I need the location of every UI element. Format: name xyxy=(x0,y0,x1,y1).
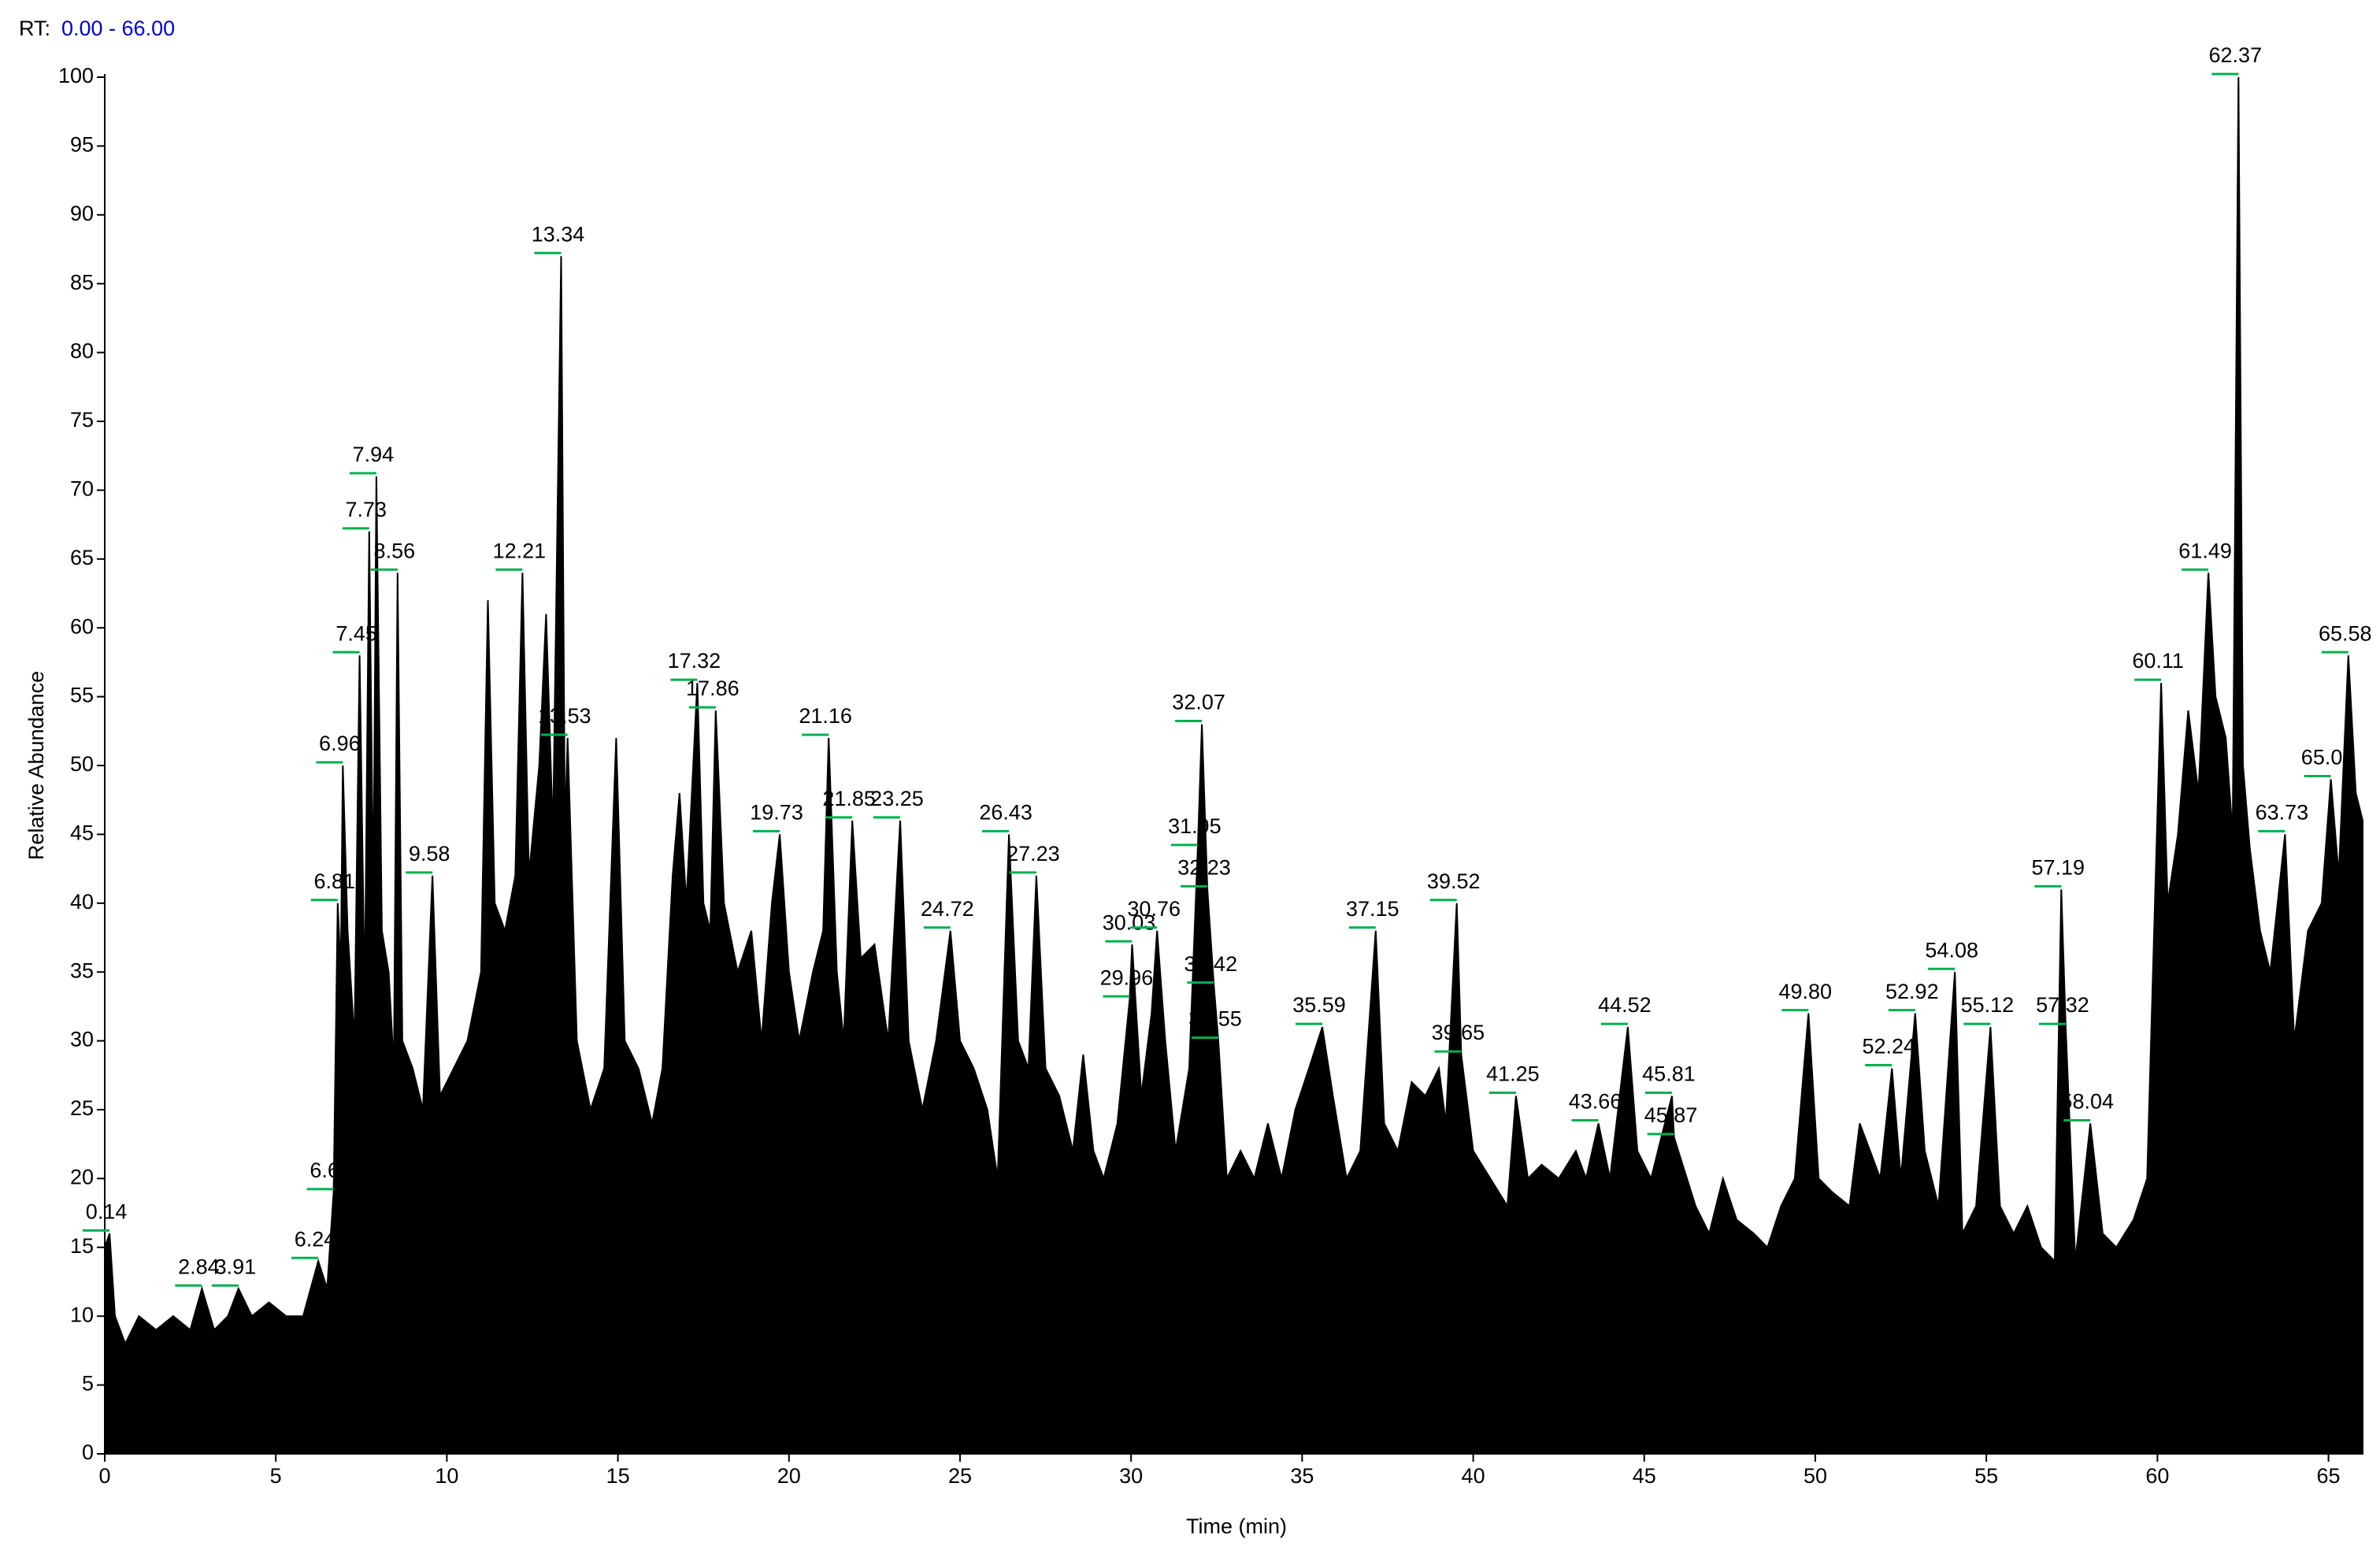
x-tick-label: 30 xyxy=(1119,1464,1143,1488)
peak-label: 2.84 xyxy=(178,1255,220,1278)
peak-label: 6.81 xyxy=(314,869,356,893)
x-tick-label: 55 xyxy=(1974,1464,1998,1488)
peak-label: 31.95 xyxy=(1168,814,1222,838)
y-tick-label: 100 xyxy=(58,64,94,87)
peak-label: 60.11 xyxy=(2132,649,2184,673)
x-tick-label: 65 xyxy=(2317,1464,2341,1488)
peak-label: 0.14 xyxy=(86,1199,128,1223)
peak-label: 65.07 xyxy=(2301,746,2355,769)
x-tick-label: 15 xyxy=(606,1464,630,1488)
peak-label: 57.32 xyxy=(2036,993,2089,1017)
peak-label: 7.45 xyxy=(335,621,377,645)
y-tick-label: 15 xyxy=(70,1234,94,1258)
rt-label: RT: xyxy=(19,17,50,40)
peak-label: 54.08 xyxy=(1925,938,1978,962)
y-tick-label: 75 xyxy=(70,408,94,432)
peak-label: 21.85 xyxy=(822,787,876,810)
y-tick-label: 80 xyxy=(70,339,94,363)
y-tick-label: 40 xyxy=(70,890,94,914)
y-tick-label: 95 xyxy=(70,133,94,157)
peak-label: 39.52 xyxy=(1427,869,1481,893)
y-tick-label: 65 xyxy=(70,546,94,569)
y-tick-label: 30 xyxy=(70,1028,94,1051)
peak-label: 41.25 xyxy=(1486,1062,1540,1086)
y-tick-label: 0 xyxy=(82,1440,94,1464)
peak-label: 26.43 xyxy=(979,801,1032,825)
peak-label: 6.96 xyxy=(319,732,361,755)
y-tick-label: 45 xyxy=(70,821,94,845)
peak-label: 32.55 xyxy=(1188,1007,1242,1031)
y-axis-label: Relative Abundance xyxy=(24,671,48,860)
peak-label: 62.37 xyxy=(2209,43,2263,67)
peak-label: 32.42 xyxy=(1184,952,1238,976)
peak-label: 13.53 xyxy=(538,704,591,728)
x-tick-label: 0 xyxy=(98,1464,110,1488)
peak-label: 58.04 xyxy=(2060,1090,2114,1114)
peak-label: 52.92 xyxy=(1885,980,1939,1003)
peak-label: 52.24 xyxy=(1862,1035,1915,1058)
peak-label: 35.59 xyxy=(1292,993,1346,1017)
x-tick-label: 40 xyxy=(1462,1464,1485,1488)
peak-label: 13.34 xyxy=(532,222,585,246)
y-tick-label: 10 xyxy=(70,1303,94,1326)
y-tick-label: 35 xyxy=(70,958,94,982)
peak-label: 17.86 xyxy=(686,677,740,700)
x-tick-label: 5 xyxy=(270,1464,282,1488)
y-tick-label: 55 xyxy=(70,684,94,707)
peak-label: 7.94 xyxy=(353,443,395,466)
peak-label: 7.73 xyxy=(346,498,387,521)
peak-label: 45.81 xyxy=(1642,1062,1696,1086)
y-tick-label: 85 xyxy=(70,270,94,294)
peak-label: 39.65 xyxy=(1432,1021,1485,1044)
chromatogram-trace xyxy=(104,76,2363,1455)
x-axis-label: Time (min) xyxy=(1186,1514,1287,1538)
peak-label: 49.80 xyxy=(1778,980,1832,1003)
peak-label: 32.23 xyxy=(1177,855,1231,879)
x-tick-label: 50 xyxy=(1804,1464,1827,1488)
y-tick-label: 5 xyxy=(82,1372,94,1396)
peak-label: 45.87 xyxy=(1644,1103,1698,1127)
x-tick-label: 10 xyxy=(435,1464,458,1488)
rt-range: 0.00 - 66.00 xyxy=(61,17,175,40)
peak-label: 57.19 xyxy=(2032,855,2085,879)
peak-label: 8.56 xyxy=(374,539,416,562)
peak-label: 65.58 xyxy=(2319,621,2372,645)
peak-label: 63.73 xyxy=(2256,801,2309,825)
y-tick-label: 50 xyxy=(70,752,94,776)
peak-label: 21.16 xyxy=(799,704,852,728)
peak-label: 30.76 xyxy=(1127,897,1181,921)
y-tick-label: 90 xyxy=(70,202,94,225)
peak-label: 17.32 xyxy=(668,649,721,673)
peak-label: 3.91 xyxy=(215,1255,257,1278)
y-tick-label: 25 xyxy=(70,1096,94,1120)
peak-label: 61.49 xyxy=(2178,539,2232,562)
y-tick-label: 70 xyxy=(70,477,94,501)
peak-label: 19.73 xyxy=(750,801,803,825)
peak-label: 43.66 xyxy=(1569,1090,1622,1114)
peak-label: 9.58 xyxy=(409,842,450,866)
x-tick-label: 20 xyxy=(777,1464,801,1488)
peak-label: 55.12 xyxy=(1961,993,2015,1017)
x-tick-label: 45 xyxy=(1633,1464,1656,1488)
peak-label: 37.15 xyxy=(1346,897,1399,921)
y-tick-label: 20 xyxy=(70,1166,94,1189)
peak-label: 6.69 xyxy=(310,1158,351,1182)
peak-label: 44.52 xyxy=(1598,993,1652,1017)
y-tick-label: 60 xyxy=(70,614,94,638)
peak-label: 6.24 xyxy=(295,1227,336,1251)
peak-label: 30.03 xyxy=(1103,910,1156,934)
peak-label: 27.23 xyxy=(1006,842,1060,866)
peak-label: 23.25 xyxy=(870,787,924,810)
x-tick-label: 35 xyxy=(1290,1464,1314,1488)
peak-label: 29.96 xyxy=(1100,966,1154,989)
x-tick-label: 25 xyxy=(948,1464,972,1488)
peak-label: 24.72 xyxy=(921,897,974,921)
peak-label: 12.21 xyxy=(493,539,547,562)
peak-label: 32.07 xyxy=(1172,691,1225,714)
x-tick-label: 60 xyxy=(2145,1464,2169,1488)
